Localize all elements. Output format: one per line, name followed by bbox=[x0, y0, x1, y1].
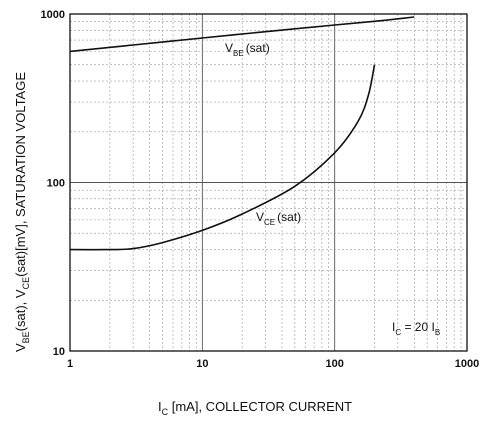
series-line-vce bbox=[69, 64, 376, 251]
series-line-vbe bbox=[69, 16, 415, 53]
x-axis-label: IC [mA], COLLECTOR CURRENT bbox=[158, 399, 352, 417]
y-tick-label: 1000 bbox=[41, 9, 65, 21]
y-tick-label: 10 bbox=[53, 346, 65, 358]
series-label-vbe: VBE (sat) bbox=[225, 41, 270, 58]
series-label-vce: VCE (sat) bbox=[256, 210, 301, 227]
x-tick-label: 10 bbox=[196, 358, 208, 370]
x-tick-label: 1 bbox=[67, 358, 73, 370]
series-layer bbox=[69, 16, 415, 251]
x-tick-label: 1000 bbox=[455, 358, 479, 370]
condition-annotation: IC = 20 IB bbox=[392, 320, 440, 337]
grid-lines bbox=[70, 14, 467, 351]
plot-frame bbox=[69, 13, 468, 352]
y-tick-label: 100 bbox=[47, 178, 65, 190]
x-tick-label: 100 bbox=[325, 358, 343, 370]
y-axis-label: VBE(sat), VCE(sat)[mV], SATURATION VOLTA… bbox=[13, 72, 31, 352]
